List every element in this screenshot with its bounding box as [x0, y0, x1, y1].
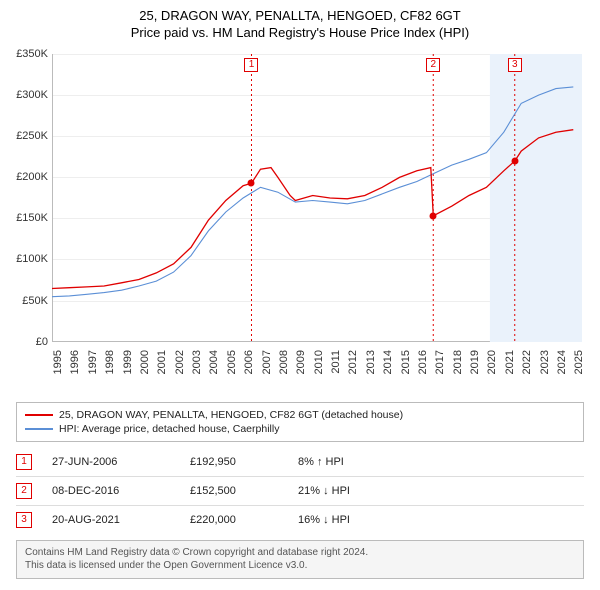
x-tick-label: 2003 — [191, 350, 203, 390]
x-tick-label: 2018 — [452, 350, 464, 390]
event-date: 20-AUG-2021 — [52, 514, 182, 526]
sale-marker-label: 2 — [426, 58, 440, 72]
chart-container: 25, DRAGON WAY, PENALLTA, HENGOED, CF82 … — [0, 0, 600, 590]
x-tick-label: 2006 — [243, 350, 255, 390]
y-tick-label: £50K — [8, 295, 48, 307]
sale-marker-dot — [430, 213, 437, 220]
x-tick-label: 2010 — [313, 350, 325, 390]
chart-svg — [52, 54, 582, 342]
title-area: 25, DRAGON WAY, PENALLTA, HENGOED, CF82 … — [8, 8, 592, 42]
x-tick-label: 2002 — [174, 350, 186, 390]
y-tick-label: £100K — [8, 253, 48, 265]
sale-marker-dot — [248, 180, 255, 187]
x-tick-label: 2001 — [156, 350, 168, 390]
sale-marker-dot — [511, 157, 518, 164]
title-address: 25, DRAGON WAY, PENALLTA, HENGOED, CF82 … — [8, 8, 592, 25]
event-row: 1 27-JUN-2006 £192,950 8% ↑ HPI — [16, 448, 584, 477]
x-tick-label: 2019 — [469, 350, 481, 390]
event-date: 08-DEC-2016 — [52, 485, 182, 497]
x-tick-label: 2015 — [400, 350, 412, 390]
x-tick-label: 2016 — [417, 350, 429, 390]
event-delta: 21% ↓ HPI — [298, 485, 408, 497]
x-tick-label: 2008 — [278, 350, 290, 390]
event-number-box: 3 — [16, 512, 32, 528]
sale-marker-label: 1 — [244, 58, 258, 72]
event-row: 2 08-DEC-2016 £152,500 21% ↓ HPI — [16, 477, 584, 506]
x-tick-label: 2022 — [521, 350, 533, 390]
x-tick-label: 2024 — [556, 350, 568, 390]
x-tick-label: 2023 — [539, 350, 551, 390]
events-table: 1 27-JUN-2006 £192,950 8% ↑ HPI 2 08-DEC… — [16, 448, 584, 534]
x-tick-label: 2017 — [434, 350, 446, 390]
event-price: £152,500 — [190, 485, 290, 497]
x-tick-label: 1999 — [122, 350, 134, 390]
event-number-box: 1 — [16, 454, 32, 470]
event-delta: 16% ↓ HPI — [298, 514, 408, 526]
attribution: Contains HM Land Registry data © Crown c… — [16, 540, 584, 579]
x-tick-label: 2007 — [261, 350, 273, 390]
legend: 25, DRAGON WAY, PENALLTA, HENGOED, CF82 … — [16, 402, 584, 442]
title-subtitle: Price paid vs. HM Land Registry's House … — [8, 25, 592, 42]
x-tick-label: 2013 — [365, 350, 377, 390]
legend-label-hpi: HPI: Average price, detached house, Caer… — [59, 423, 279, 435]
y-tick-label: £350K — [8, 48, 48, 60]
legend-row-price-paid: 25, DRAGON WAY, PENALLTA, HENGOED, CF82 … — [25, 408, 575, 422]
x-tick-label: 1997 — [87, 350, 99, 390]
x-tick-label: 2005 — [226, 350, 238, 390]
x-tick-label: 2020 — [486, 350, 498, 390]
x-tick-label: 2004 — [208, 350, 220, 390]
y-tick-label: £300K — [8, 89, 48, 101]
x-tick-label: 1995 — [52, 350, 64, 390]
x-tick-label: 2014 — [382, 350, 394, 390]
legend-label-price-paid: 25, DRAGON WAY, PENALLTA, HENGOED, CF82 … — [59, 409, 403, 421]
x-tick-label: 2025 — [573, 350, 585, 390]
event-delta: 8% ↑ HPI — [298, 456, 408, 468]
event-date: 27-JUN-2006 — [52, 456, 182, 468]
legend-swatch-price-paid — [25, 414, 53, 416]
y-tick-label: £0 — [8, 336, 48, 348]
attribution-line1: Contains HM Land Registry data © Crown c… — [25, 546, 575, 560]
attribution-line2: This data is licensed under the Open Gov… — [25, 559, 575, 573]
y-tick-label: £250K — [8, 130, 48, 142]
legend-row-hpi: HPI: Average price, detached house, Caer… — [25, 422, 575, 436]
x-tick-label: 2009 — [295, 350, 307, 390]
x-tick-label: 1998 — [104, 350, 116, 390]
event-price: £220,000 — [190, 514, 290, 526]
x-tick-label: 2021 — [504, 350, 516, 390]
x-tick-label: 2011 — [330, 350, 342, 390]
chart-area: £0 £50K £100K £150K £200K £250K £300K £350K 1 2 3… — [8, 48, 592, 398]
x-tick-label: 2000 — [139, 350, 151, 390]
event-row: 3 20-AUG-2021 £220,000 16% ↓ HPI — [16, 506, 584, 534]
sale-marker-label: 3 — [508, 58, 522, 72]
event-price: £192,950 — [190, 456, 290, 468]
y-tick-label: £150K — [8, 212, 48, 224]
x-tick-label: 2012 — [347, 350, 359, 390]
x-tick-label: 1996 — [69, 350, 81, 390]
legend-swatch-hpi — [25, 428, 53, 430]
y-tick-label: £200K — [8, 171, 48, 183]
event-number-box: 2 — [16, 483, 32, 499]
